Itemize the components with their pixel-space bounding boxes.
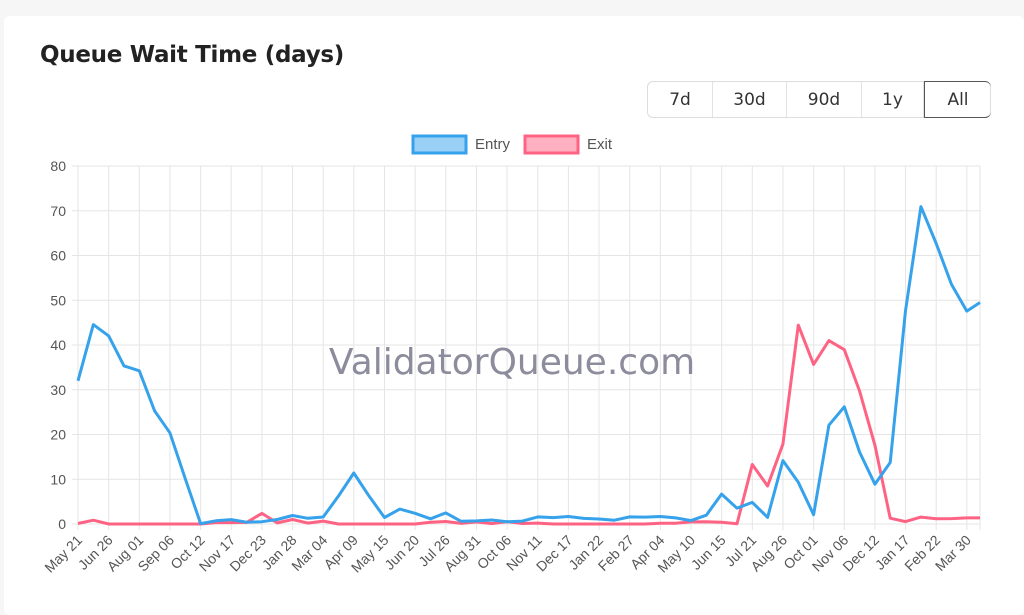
series-lines: [76, 205, 981, 526]
legend-label-entry: Entry: [475, 136, 511, 153]
y-tick-label: 10: [50, 471, 66, 487]
y-tick-label: 30: [50, 382, 66, 398]
watermark: ValidatorQueue.com: [329, 342, 695, 383]
y-tick-label: 40: [50, 337, 66, 353]
legend-item-exit[interactable]: Exit: [523, 134, 613, 155]
x-tick-label: Jun 15: [688, 532, 729, 573]
range-button-1y[interactable]: 1y: [862, 82, 924, 117]
range-button-all[interactable]: All: [924, 81, 991, 118]
page-title: Queue Wait Time (days): [40, 42, 344, 68]
x-tick-label: Jun 20: [381, 532, 422, 573]
y-tick-label: 50: [50, 292, 66, 308]
time-range-selector: 7d 30d 90d 1y All: [647, 81, 991, 118]
chart-card: Queue Wait Time (days) 7d 30d 90d 1y All: [4, 16, 1024, 615]
y-tick-label: 20: [50, 427, 66, 443]
series-line-entry: [76, 205, 981, 526]
legend-swatch-exit: [523, 134, 580, 155]
y-axis: 0 10 20 30 40 50 60 70 80: [50, 158, 66, 532]
range-button-90d[interactable]: 90d: [787, 82, 862, 117]
y-tick-label: 70: [50, 203, 66, 219]
y-tick-label: 0: [58, 516, 66, 532]
y-tick-label: 60: [50, 248, 66, 264]
series-line-exit: [77, 323, 980, 526]
legend-item-entry[interactable]: Entry: [411, 134, 511, 155]
x-tick-label: May 21: [41, 532, 85, 576]
range-button-30d[interactable]: 30d: [713, 82, 787, 117]
grid: [72, 165, 981, 530]
legend-swatch-entry: [411, 134, 468, 155]
range-button-7d[interactable]: 7d: [648, 82, 713, 117]
legend: Entry Exit: [411, 134, 613, 155]
y-tick-label: 80: [50, 158, 66, 174]
legend-label-exit: Exit: [587, 136, 613, 153]
